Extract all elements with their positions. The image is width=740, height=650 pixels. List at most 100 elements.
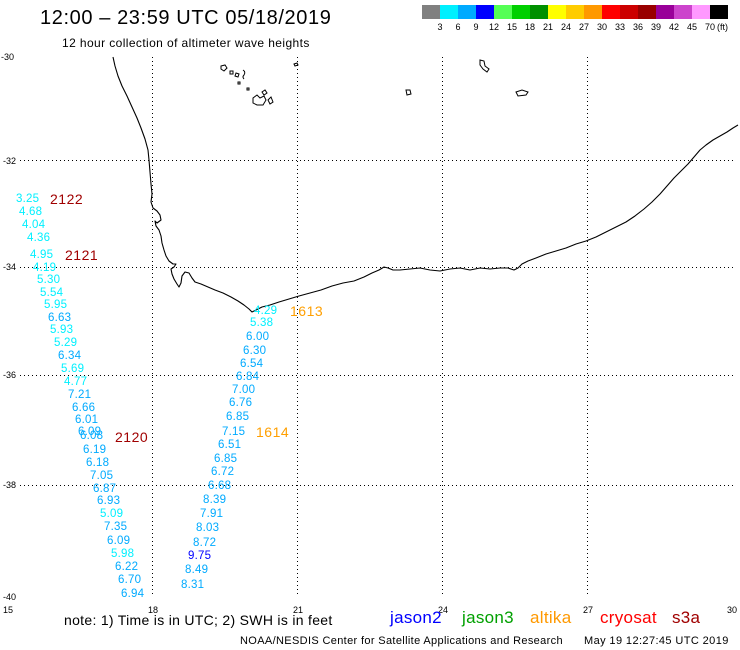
- coastline: [112, 56, 739, 313]
- wave-height-label: 4.95: [30, 249, 54, 261]
- legend-swatch: [494, 5, 512, 19]
- satellite-legend-altika: altika: [530, 608, 572, 627]
- legend-swatch: [710, 5, 728, 19]
- legend-swatch: [638, 5, 656, 19]
- legend-tick-label: 33: [614, 22, 626, 32]
- legend-swatch: [530, 5, 548, 19]
- graticule: [20, 57, 735, 597]
- wave-height-label: 6.00: [246, 331, 270, 343]
- wave-height-label: 6.22: [115, 561, 139, 573]
- longitude-label: 24: [438, 605, 449, 615]
- latitude-label: -40: [3, 592, 17, 602]
- wave-height-label: 6.54: [240, 358, 264, 370]
- legend-swatch: [692, 5, 710, 19]
- wave-height-label: 7.05: [90, 470, 114, 482]
- wave-height-label: 5.98: [111, 548, 135, 560]
- wave-height-label: 6.30: [243, 345, 267, 357]
- wave-height-label: 6.85: [226, 411, 250, 423]
- wave-height-label: 8.03: [196, 522, 220, 534]
- latitude-label: -34: [3, 262, 17, 272]
- satellite-legend-s3a: s3a: [672, 608, 701, 627]
- legend-tick-label: 3: [437, 22, 443, 32]
- satellite-legend-jason2: jason2: [390, 608, 442, 627]
- legend-tick-label: 9: [473, 22, 479, 32]
- legend-tick-label: 18: [524, 22, 536, 32]
- legend-swatch: [584, 5, 602, 19]
- wave-height-label: 6.63: [48, 312, 72, 324]
- water-body: [242, 69, 246, 80]
- pass-number-label: 2121: [65, 247, 99, 263]
- water-body: [234, 72, 240, 78]
- wave-height-label: 7.15: [222, 426, 246, 438]
- wave-height-label: 8.31: [181, 579, 205, 591]
- figure-title: 12:00 – 23:59 UTC 05/18/2019: [40, 7, 332, 29]
- legend-tick-label: 27: [578, 22, 590, 32]
- wave-height-label: 5.29: [54, 337, 78, 349]
- wave-height-label: 4.36: [27, 232, 51, 244]
- legend-swatch: [476, 5, 494, 19]
- wave-height-label: 6.76: [229, 397, 253, 409]
- wave-height-label: 6.85: [214, 453, 238, 465]
- legend-swatch: [458, 5, 476, 19]
- water-body: [479, 59, 490, 73]
- wave-height-label: 4.77: [64, 376, 88, 388]
- legend-swatch: [656, 5, 674, 19]
- wave-height-label: 9.75: [188, 550, 212, 562]
- legend-swatch: [440, 5, 458, 19]
- wave-height-label: 5.38: [250, 317, 274, 329]
- legend-tick-label: 45: [686, 22, 698, 32]
- wave-height-label: 7.91: [200, 508, 224, 520]
- legend-tick-label: 30: [596, 22, 608, 32]
- latitude-label: -38: [3, 480, 17, 490]
- color-scale-legend: 3 6 9 12 15 18 21 24 27 30 33 36 39 42 45 70: [422, 5, 728, 35]
- color-scale-bar: [422, 5, 728, 19]
- footnote: note: 1) Time is in UTC; 2) SWH is in fe…: [64, 612, 333, 628]
- wave-height-label: 5.93: [50, 324, 74, 336]
- water-body: [237, 81, 241, 85]
- legend-swatch: [548, 5, 566, 19]
- legend-tick-label: 15: [506, 22, 518, 32]
- latitude-label: -30: [1, 52, 15, 62]
- wave-height-label: 8.72: [193, 537, 217, 549]
- wave-height-label: 6.09: [78, 426, 102, 438]
- wave-height-label: 7.00: [232, 384, 256, 396]
- legend-swatch: [566, 5, 584, 19]
- wave-height-label: 4.19: [33, 262, 57, 274]
- wave-height-label: 5.09: [100, 508, 124, 520]
- longitude-label: 18: [148, 605, 159, 615]
- water-body: [515, 89, 529, 97]
- legend-tick-label: 39: [650, 22, 662, 32]
- legend-swatch: [602, 5, 620, 19]
- generated-timestamp: May 19 12:27:45 UTC 2019: [584, 635, 729, 647]
- pass-number-label: 1613: [290, 303, 324, 319]
- wave-height-label: 6.34: [58, 350, 82, 362]
- wave-height-label: 5.69: [61, 363, 85, 375]
- legend-tick-label: 42: [668, 22, 680, 32]
- wave-height-label: 6.09: [107, 535, 131, 547]
- water-body: [293, 62, 299, 67]
- color-scale-unit: (ft): [717, 22, 728, 32]
- water-body: [261, 89, 268, 96]
- water-body: [229, 70, 234, 75]
- satellite-legend-jason3: jason3: [462, 608, 514, 627]
- legend-tick-label: 21: [542, 22, 554, 32]
- satellite-legend-cryosat: cryosat: [600, 608, 657, 627]
- wave-height-label: 6.51: [218, 439, 242, 451]
- latitude-label: -36: [3, 370, 17, 380]
- wave-height-label: 6.94: [121, 588, 145, 600]
- wave-height-label: 6.70: [118, 574, 142, 586]
- legend-tick-label: 24: [560, 22, 572, 32]
- longitude-label: 21: [293, 605, 304, 615]
- pass-number-label: 2122: [50, 191, 84, 207]
- wave-height-label: 4.68: [19, 206, 43, 218]
- longitude-label: 30: [727, 605, 738, 615]
- wave-height-label: 6.72: [211, 466, 235, 478]
- wave-height-label: 4.04: [22, 219, 46, 231]
- wave-height-label: 6.84: [236, 371, 260, 383]
- wave-height-label: 6.68: [208, 480, 232, 492]
- wave-height-label: 3.25: [16, 193, 40, 205]
- legend-swatch: [674, 5, 692, 19]
- figure-subtitle: 12 hour collection of altimeter wave hei…: [62, 36, 310, 50]
